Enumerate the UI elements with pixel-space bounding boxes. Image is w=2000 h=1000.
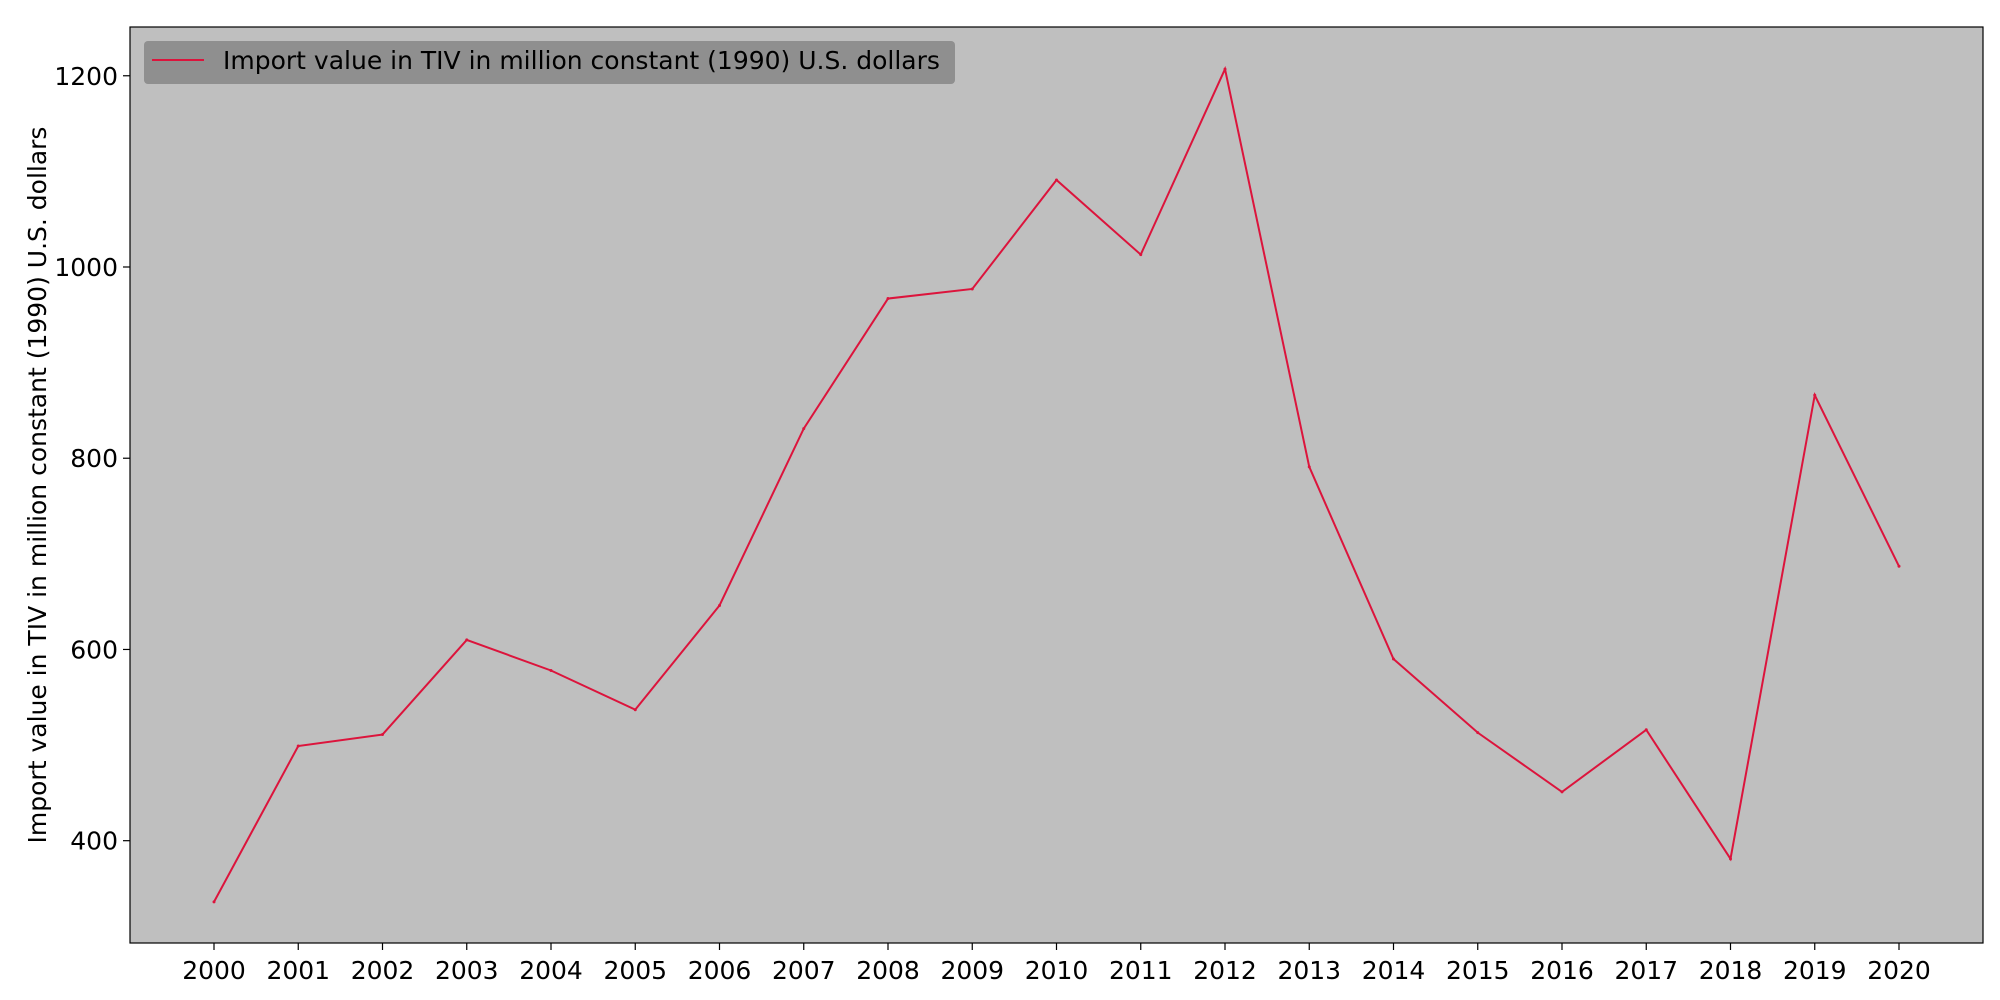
- x-tick-label: 2017: [1614, 956, 1678, 985]
- legend[interactable]: Import value in TIV in million constant …: [144, 41, 955, 84]
- y-tick-label: 1000: [54, 253, 118, 282]
- data-point: [1644, 728, 1648, 732]
- x-tick-label: 2018: [1699, 956, 1763, 985]
- data-point: [886, 297, 890, 301]
- x-tick-label: 2019: [1783, 956, 1847, 985]
- x-tick-label: 2012: [1193, 956, 1257, 985]
- data-point: [1139, 253, 1143, 257]
- x-tick-label: 2000: [182, 956, 246, 985]
- x-tick-label: 2013: [1277, 956, 1341, 985]
- data-point: [296, 744, 300, 748]
- x-tick-label: 2003: [435, 956, 499, 985]
- legend-box: [144, 41, 955, 84]
- data-point: [1307, 465, 1311, 469]
- data-point: [1055, 178, 1058, 182]
- data-point: [633, 708, 637, 712]
- data-point: [549, 668, 553, 672]
- data-point: [718, 603, 721, 607]
- series-layer: [212, 65, 1901, 904]
- data-point: [212, 900, 216, 904]
- data-point: [1729, 857, 1732, 861]
- data-point: [381, 733, 384, 737]
- legend-label: Import value in TIV in million constant …: [223, 46, 940, 75]
- y-tick-label: 400: [70, 827, 118, 856]
- x-tick-label: 2007: [772, 956, 836, 985]
- x-tick-label: 2009: [940, 956, 1004, 985]
- plot-area: [130, 27, 1983, 943]
- x-tick-label: 2005: [603, 956, 667, 985]
- data-point: [1560, 790, 1564, 794]
- data-point: [1223, 67, 1227, 71]
- x-tick-label: 2004: [519, 956, 583, 985]
- x-tick-label: 2008: [856, 956, 920, 985]
- data-point: [1813, 393, 1817, 397]
- x-tick-label: 2010: [1025, 956, 1089, 985]
- y-axis: 400 600 800 1000 1200: [54, 62, 130, 856]
- data-point: [1897, 564, 1901, 568]
- plot-frame: [129, 26, 1984, 944]
- x-tick-label: 2001: [266, 956, 330, 985]
- x-tick-label: 2016: [1530, 956, 1594, 985]
- y-axis-title: Import value in TIV in million constant …: [23, 127, 52, 844]
- x-tick-label: 2002: [351, 956, 415, 985]
- x-tick-label: 2015: [1446, 956, 1510, 985]
- x-tick-label: 2020: [1867, 956, 1931, 985]
- data-point: [802, 427, 806, 431]
- x-tick-label: 2014: [1362, 956, 1426, 985]
- y-tick-label: 800: [70, 444, 118, 473]
- y-tick-label: 600: [70, 635, 118, 664]
- y-tick-label: 1200: [54, 62, 118, 91]
- data-point: [1476, 731, 1480, 735]
- data-point: [465, 638, 469, 642]
- x-axis: 2000 2001 2002 2003 2004 2005 2006 2007 2008 2009…: [182, 943, 1931, 985]
- x-tick-label: 2011: [1109, 956, 1173, 985]
- x-tick-label: 2006: [688, 956, 752, 985]
- data-point: [970, 287, 974, 291]
- data-point: [1392, 657, 1395, 661]
